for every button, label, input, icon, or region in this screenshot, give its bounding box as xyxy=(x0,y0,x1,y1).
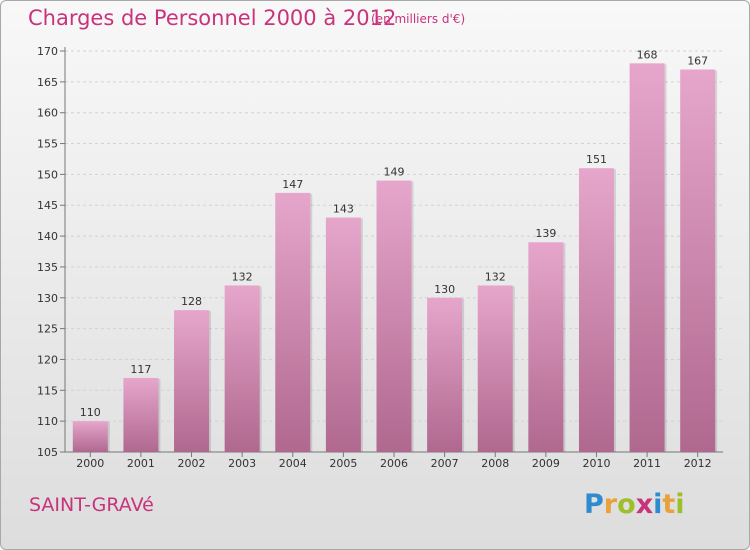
bar-layer xyxy=(72,63,718,453)
y-tick-label: 135 xyxy=(37,261,58,274)
bar-value-label: 167 xyxy=(687,55,708,68)
y-tick-label: 170 xyxy=(37,45,58,58)
bar xyxy=(528,242,564,452)
bar-value-label: 110 xyxy=(80,406,101,419)
bar xyxy=(427,297,463,452)
bar-value-label: 132 xyxy=(485,270,506,283)
commune-name: SAINT-GRAVé xyxy=(29,494,154,516)
x-tick-label: 2001 xyxy=(127,457,155,470)
y-tick-label: 160 xyxy=(37,107,58,120)
y-tick-label: 115 xyxy=(37,384,58,397)
bar xyxy=(275,192,311,452)
y-tick-label: 125 xyxy=(37,323,58,336)
y-tick-label: 155 xyxy=(37,138,58,151)
bar xyxy=(578,168,614,452)
proxiti-logo[interactable]: Proxiti xyxy=(584,489,685,520)
y-tick-label: 110 xyxy=(37,415,58,428)
y-tick-label: 150 xyxy=(37,168,58,181)
bar-value-label: 151 xyxy=(586,153,607,166)
x-tick-label: 2012 xyxy=(684,457,712,470)
bar xyxy=(477,285,513,452)
bar-value-label: 132 xyxy=(232,270,253,283)
x-tick-label: 2002 xyxy=(178,457,206,470)
axis-layer: 105 110 115 120 125 130 135 140 145 150 155 160 165 1… xyxy=(37,45,723,470)
bar xyxy=(123,377,159,452)
y-tick-label: 140 xyxy=(37,230,58,243)
label-layer: 110 117 128 132 147 143 149 130 132 139 151 168 167 xyxy=(80,48,708,419)
y-tick-label: 120 xyxy=(37,353,58,366)
y-tick-label: 105 xyxy=(37,446,58,459)
y-tick-label: 130 xyxy=(37,292,58,305)
x-tick-label: 2009 xyxy=(532,457,560,470)
x-tick-label: 2000 xyxy=(76,457,104,470)
x-tick-label: 2003 xyxy=(228,457,256,470)
bar xyxy=(629,63,665,452)
bar-value-label: 117 xyxy=(130,363,151,376)
x-tick-label: 2007 xyxy=(431,457,459,470)
bar-value-label: 128 xyxy=(181,295,202,308)
bar-value-label: 139 xyxy=(535,227,556,240)
bar xyxy=(680,69,716,452)
bar xyxy=(72,421,108,452)
bar-value-label: 130 xyxy=(434,283,455,296)
bar-value-label: 149 xyxy=(384,166,405,179)
x-tick-label: 2008 xyxy=(481,457,509,470)
chart-title: Charges de Personnel 2000 à 2012 xyxy=(28,6,397,30)
bar-value-label: 168 xyxy=(637,48,658,61)
bar xyxy=(376,180,412,453)
bar-value-label: 147 xyxy=(282,178,303,191)
y-tick-label: 165 xyxy=(37,76,58,89)
chart-subtitle: (en milliers d'€) xyxy=(371,12,466,26)
bar xyxy=(224,285,260,452)
x-tick-label: 2010 xyxy=(582,457,610,470)
bar xyxy=(174,310,210,452)
bar xyxy=(325,217,361,452)
x-tick-label: 2004 xyxy=(279,457,307,470)
x-tick-label: 2005 xyxy=(329,457,357,470)
bar-value-label: 143 xyxy=(333,203,354,216)
x-tick-label: 2011 xyxy=(633,457,661,470)
x-tick-label: 2006 xyxy=(380,457,408,470)
y-tick-label: 145 xyxy=(37,199,58,212)
